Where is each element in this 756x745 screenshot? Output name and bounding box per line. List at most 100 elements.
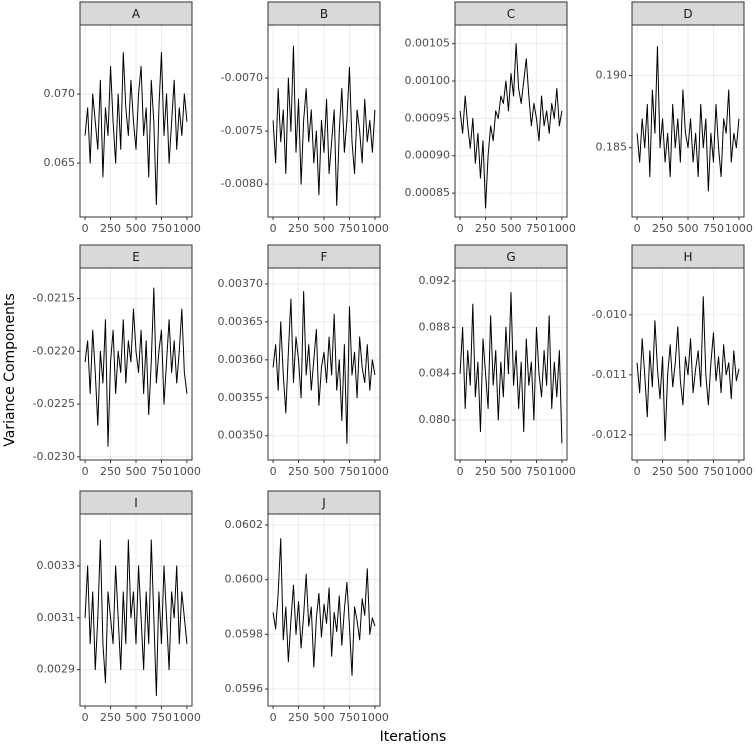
strip bbox=[631, 244, 745, 269]
x-tick-label: 250 bbox=[288, 711, 309, 724]
strip bbox=[79, 1, 193, 26]
y-tick-label: 0.00350 bbox=[218, 429, 264, 442]
x-tick-label: 750 bbox=[526, 465, 547, 478]
x-tick-label: 750 bbox=[151, 465, 172, 478]
strip-label: C bbox=[507, 7, 515, 21]
strip-label: I bbox=[134, 496, 138, 510]
y-tick-label: -0.010 bbox=[592, 308, 627, 321]
x-tick-label: 1000 bbox=[548, 222, 576, 235]
x-tick-label: 1000 bbox=[725, 465, 753, 478]
x-tick-label: 250 bbox=[100, 711, 121, 724]
x-tick-label: 0 bbox=[634, 465, 641, 478]
y-tick-label: -0.011 bbox=[592, 368, 627, 381]
y-tick-label: 0.00105 bbox=[405, 37, 451, 50]
y-tick-label: 0.0596 bbox=[225, 682, 264, 695]
x-tick-label: 500 bbox=[126, 711, 147, 724]
strip bbox=[631, 1, 745, 26]
x-tick-label: 500 bbox=[126, 465, 147, 478]
y-tick-label: 0.00095 bbox=[405, 111, 451, 124]
x-tick-label: 250 bbox=[475, 465, 496, 478]
x-tick-label: 1000 bbox=[361, 465, 389, 478]
x-tick-label: 500 bbox=[314, 222, 335, 235]
y-tick-label: -0.0225 bbox=[33, 397, 75, 410]
strip-label: D bbox=[683, 7, 692, 21]
y-tick-label: 0.084 bbox=[419, 367, 451, 380]
strip bbox=[267, 1, 381, 26]
y-tick-label: 0.0602 bbox=[225, 518, 264, 531]
trace-line bbox=[636, 46, 740, 192]
panel: G 0.080 0.084 0.088 0.092 0 250 500 750 1000 bbox=[419, 244, 576, 478]
panel: I 0.0029 0.0031 0.0033 0 250 500 750 1000 bbox=[37, 490, 201, 724]
y-tick-label: 0.0598 bbox=[225, 627, 264, 640]
strip bbox=[267, 490, 381, 515]
x-tick-label: 750 bbox=[339, 222, 360, 235]
trace-line bbox=[272, 45, 376, 206]
y-tick-label: 0.080 bbox=[419, 413, 451, 426]
trace-line bbox=[84, 287, 188, 447]
x-tick-label: 750 bbox=[339, 711, 360, 724]
x-tick-label: 0 bbox=[270, 465, 277, 478]
y-tick-label: -0.0080 bbox=[221, 177, 263, 190]
x-tick-label: 1000 bbox=[361, 222, 389, 235]
x-tick-label: 1000 bbox=[173, 711, 201, 724]
y-tick-label: 0.00370 bbox=[218, 277, 264, 290]
x-tick-label: 0 bbox=[270, 222, 277, 235]
panel: B -0.0080 -0.0075 -0.0070 0 250 500 750 1000 bbox=[221, 1, 389, 235]
x-tick-label: 0 bbox=[457, 222, 464, 235]
y-tick-label: 0.00085 bbox=[405, 186, 451, 199]
strip bbox=[79, 490, 193, 515]
trace-line bbox=[636, 296, 740, 442]
strip bbox=[79, 244, 193, 269]
x-tick-label: 250 bbox=[100, 465, 121, 478]
panel: H -0.012 -0.011 -0.010 0 250 500 750 1000 bbox=[592, 244, 753, 478]
y-tick-label: 0.092 bbox=[419, 274, 451, 287]
y-tick-label: 0.00100 bbox=[405, 74, 451, 87]
x-tick-label: 1000 bbox=[173, 222, 201, 235]
strip bbox=[454, 244, 568, 269]
y-tick-label: 0.088 bbox=[419, 320, 451, 333]
y-axis-title: Variance Components bbox=[2, 293, 18, 447]
trace-line bbox=[84, 539, 188, 697]
x-tick-label: 0 bbox=[82, 711, 89, 724]
trace-line bbox=[272, 291, 376, 444]
y-tick-label: 0.00365 bbox=[218, 315, 264, 328]
x-tick-label: 250 bbox=[652, 465, 673, 478]
y-tick-label: 0.00360 bbox=[218, 353, 264, 366]
trace-line bbox=[459, 43, 563, 209]
strip-label: J bbox=[321, 496, 326, 510]
x-tick-label: 0 bbox=[270, 711, 277, 724]
x-tick-label: 500 bbox=[501, 465, 522, 478]
strip-label: F bbox=[321, 250, 328, 264]
x-tick-label: 500 bbox=[314, 465, 335, 478]
x-tick-label: 750 bbox=[703, 222, 724, 235]
x-tick-label: 500 bbox=[678, 222, 699, 235]
x-tick-label: 500 bbox=[126, 222, 147, 235]
x-tick-label: 1000 bbox=[725, 222, 753, 235]
strip bbox=[454, 1, 568, 26]
y-tick-label: 0.190 bbox=[596, 69, 628, 82]
x-tick-label: 250 bbox=[288, 465, 309, 478]
strip bbox=[267, 244, 381, 269]
x-tick-label: 750 bbox=[526, 222, 547, 235]
y-tick-label: 0.00090 bbox=[405, 149, 451, 162]
panel: D 0.185 0.190 0 250 500 750 1000 bbox=[596, 1, 753, 235]
strip-label: B bbox=[320, 7, 328, 21]
x-tick-label: 0 bbox=[457, 465, 464, 478]
y-tick-label: 0.0033 bbox=[37, 559, 76, 572]
x-tick-label: 250 bbox=[288, 222, 309, 235]
x-tick-label: 750 bbox=[151, 222, 172, 235]
panel: A 0.065 0.070 0 250 500 750 1000 bbox=[44, 1, 201, 235]
y-tick-label: 0.00355 bbox=[218, 391, 264, 404]
x-tick-label: 250 bbox=[475, 222, 496, 235]
strip-label: H bbox=[683, 250, 692, 264]
y-tick-label: -0.0070 bbox=[221, 71, 263, 84]
x-tick-label: 500 bbox=[678, 465, 699, 478]
x-tick-label: 0 bbox=[634, 222, 641, 235]
strip-label: E bbox=[132, 250, 140, 264]
panel: F 0.00350 0.00355 0.00360 0.00365 0.00370 0 250… bbox=[218, 244, 389, 478]
x-tick-label: 750 bbox=[151, 711, 172, 724]
y-tick-label: 0.185 bbox=[596, 141, 628, 154]
panel: E -0.0230 -0.0225 -0.0220 -0.0215 0 250 500 750 1… bbox=[33, 244, 201, 478]
